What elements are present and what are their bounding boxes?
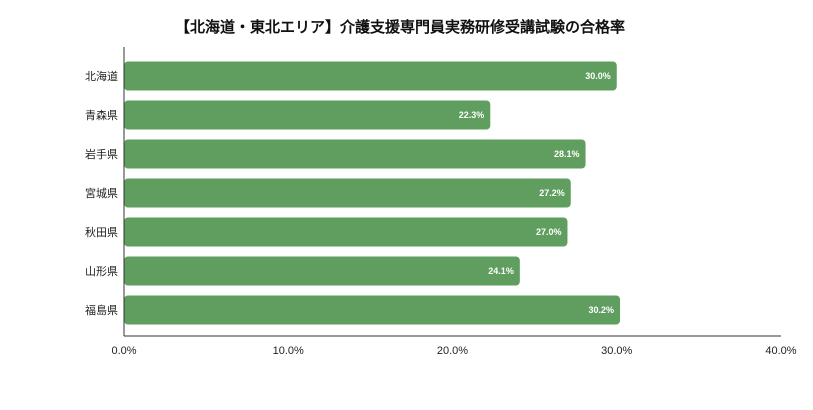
category-label: 岩手県 — [85, 147, 118, 161]
x-tick-label: 10.0% — [273, 345, 304, 357]
data-label: 30.2% — [589, 305, 615, 315]
data-label: 24.1% — [488, 266, 514, 276]
bar-5 — [124, 256, 520, 286]
data-label: 28.1% — [554, 149, 580, 159]
bar-2 — [124, 139, 586, 169]
category-label: 秋田県 — [85, 225, 118, 239]
category-label: 山形県 — [85, 265, 118, 278]
data-label: 22.3% — [459, 110, 485, 120]
axes-layer — [123, 47, 781, 337]
data-label: 27.0% — [536, 227, 562, 237]
category-label: 福島県 — [85, 303, 118, 317]
category-label: 北海道 — [85, 69, 118, 83]
bar-3 — [124, 178, 571, 208]
data-label: 30.0% — [585, 71, 611, 81]
bar-6 — [124, 295, 621, 325]
category-label: 宮城県 — [85, 186, 118, 200]
labels-layer: 北海道 30.0% 青森県 22.3% 岩手県 28.1% 宮城県 27.2% 秋田県 27.0%… — [85, 69, 797, 357]
data-label: 27.2% — [539, 188, 565, 198]
x-tick-label: 20.0% — [437, 345, 468, 357]
bars-layer — [124, 61, 621, 325]
bar-4 — [124, 217, 568, 247]
x-tick-label: 30.0% — [601, 345, 632, 357]
bar-1 — [124, 100, 491, 130]
bar-0 — [124, 61, 617, 91]
chart-title: 【北海道・東北エリア】介護支援専門員実務研修受講試験の合格率 — [174, 18, 625, 36]
x-tick-label: 40.0% — [765, 345, 796, 357]
x-tick-label: 0.0% — [111, 345, 136, 357]
category-label: 青森県 — [85, 108, 118, 122]
